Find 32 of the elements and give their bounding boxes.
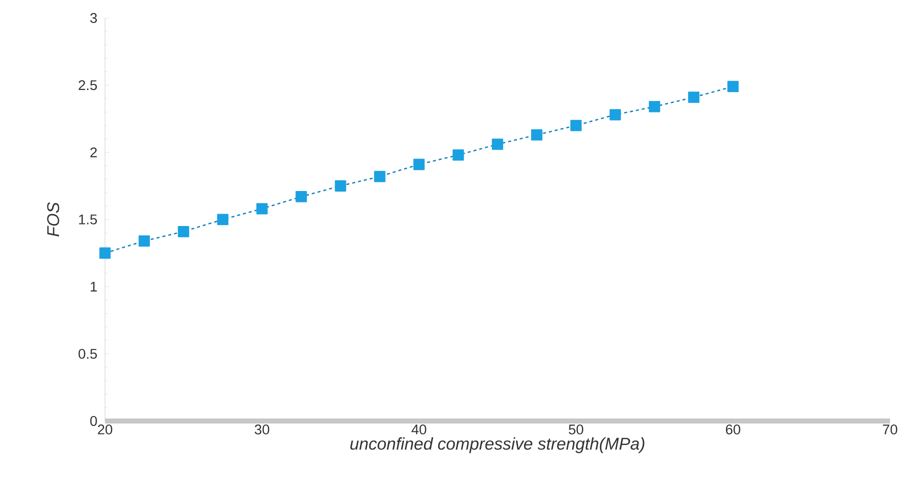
- point: [374, 170, 386, 182]
- y-axis-title: FOS: [47, 202, 60, 236]
- y-tick-label: 0.5: [78, 348, 97, 359]
- x-tick-label: 20: [98, 424, 112, 434]
- point: [296, 191, 307, 202]
- point: [610, 109, 621, 120]
- point: [452, 149, 464, 161]
- y-tick-label: 2.5: [78, 80, 97, 90]
- point: [138, 235, 150, 247]
- y-tick-label: 0: [90, 416, 97, 426]
- point: [648, 101, 660, 112]
- point: [413, 158, 425, 170]
- x-tick-label: 70: [882, 424, 898, 434]
- y-tick-label: 1.5: [79, 214, 97, 224]
- point: [256, 203, 268, 214]
- y-tick-label: 3: [90, 13, 97, 23]
- x-tick-label: 60: [726, 424, 740, 434]
- point: [531, 129, 542, 141]
- x-tick-label: 50: [568, 424, 584, 434]
- x-axis-title: unconfined compressive strength(MPa): [350, 437, 644, 454]
- y-tick-label: 2: [90, 147, 97, 158]
- point: [334, 180, 346, 192]
- x-tick-label: 30: [254, 424, 270, 434]
- point: [492, 138, 504, 150]
- point: [570, 120, 582, 132]
- point: [99, 247, 111, 259]
- point: [217, 214, 228, 226]
- y-tick-label: 1: [90, 282, 97, 292]
- point: [688, 92, 700, 103]
- point: [178, 226, 190, 238]
- x-tick-label: 40: [412, 424, 426, 434]
- point: [727, 80, 739, 92]
